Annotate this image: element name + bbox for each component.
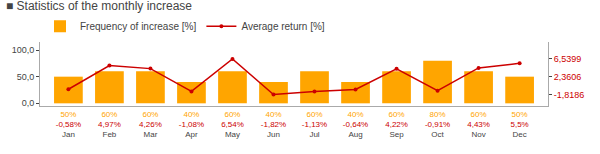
- svg-text:40%-1,08%Apr: 40%-1,08%Apr: [179, 110, 204, 140]
- svg-text:50%-0,58%Jan: 50%-0,58%Jan: [56, 110, 81, 140]
- svg-text:40%-1,82%Jun: 40%-1,82%Jun: [261, 110, 286, 140]
- svg-text:-1,8186: -1,8186: [554, 90, 585, 100]
- svg-text:Frequency of increase [%]: Frequency of increase [%]: [80, 21, 196, 32]
- svg-text:6,5399: 6,5399: [554, 54, 582, 64]
- svg-text:Average return [%]: Average return [%]: [241, 21, 324, 32]
- svg-text:40%-0,64%Aug: 40%-0,64%Aug: [343, 110, 368, 140]
- svg-text:60%6,54%May: 60%6,54%May: [221, 110, 244, 140]
- svg-text:60%-1,13%Jul: 60%-1,13%Jul: [302, 110, 327, 140]
- svg-text:2,3606: 2,3606: [554, 72, 582, 82]
- svg-text:■ Statistics of the monthly in: ■ Statistics of the monthly increase: [6, 0, 192, 13]
- svg-text:50,0: 50,0: [17, 72, 35, 82]
- svg-text:80%-0,91%Oct: 80%-0,91%Oct: [425, 110, 450, 140]
- svg-text:100,0: 100,0: [12, 45, 35, 55]
- svg-text:0,0: 0,0: [22, 98, 35, 108]
- svg-text:60%4,22%Sep: 60%4,22%Sep: [385, 110, 408, 140]
- svg-text:50%5,5%Dec: 50%5,5%Dec: [510, 110, 528, 140]
- svg-text:60%4,26%Mar: 60%4,26%Mar: [139, 110, 162, 140]
- svg-text:60%4,97%Feb: 60%4,97%Feb: [98, 110, 121, 140]
- svg-text:60%4,43%Nov: 60%4,43%Nov: [467, 110, 490, 140]
